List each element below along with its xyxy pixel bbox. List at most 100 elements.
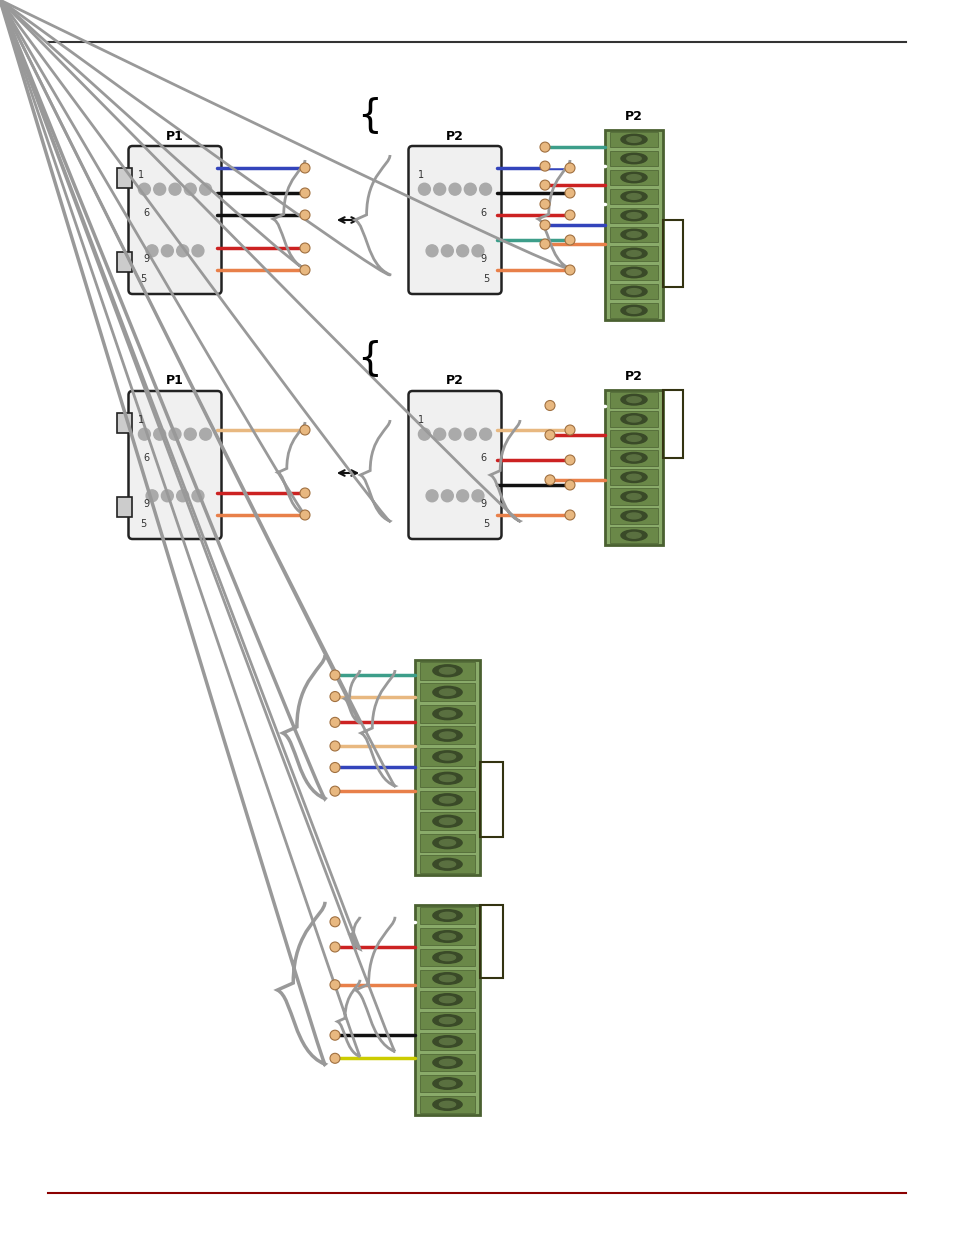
Ellipse shape — [433, 730, 461, 741]
FancyBboxPatch shape — [408, 391, 501, 538]
Bar — [117, 252, 132, 272]
Bar — [609, 469, 658, 485]
Ellipse shape — [620, 135, 646, 144]
Circle shape — [449, 429, 460, 440]
Ellipse shape — [439, 689, 456, 695]
Circle shape — [192, 245, 204, 257]
Ellipse shape — [620, 414, 646, 425]
Ellipse shape — [626, 532, 640, 538]
Circle shape — [564, 235, 575, 245]
Bar — [419, 1095, 475, 1113]
Ellipse shape — [433, 931, 461, 942]
Text: 5: 5 — [483, 519, 489, 529]
Circle shape — [539, 180, 550, 190]
Text: P2: P2 — [446, 130, 463, 142]
Ellipse shape — [433, 687, 461, 698]
Text: P1: P1 — [166, 374, 184, 388]
Bar — [117, 168, 132, 188]
Circle shape — [479, 183, 491, 195]
Ellipse shape — [626, 416, 640, 422]
Ellipse shape — [433, 1057, 461, 1068]
Ellipse shape — [620, 433, 646, 443]
Ellipse shape — [620, 530, 646, 541]
Bar — [419, 683, 475, 701]
Circle shape — [199, 429, 212, 440]
Bar — [479, 905, 502, 978]
Bar — [609, 284, 658, 299]
Bar — [609, 411, 658, 427]
Circle shape — [299, 510, 310, 520]
Circle shape — [539, 199, 550, 209]
Ellipse shape — [433, 1099, 461, 1110]
Circle shape — [472, 490, 483, 501]
Ellipse shape — [626, 194, 640, 199]
Ellipse shape — [433, 858, 461, 871]
Ellipse shape — [626, 474, 640, 480]
Circle shape — [564, 510, 575, 520]
Ellipse shape — [626, 436, 640, 441]
Bar — [419, 990, 475, 1008]
Bar — [419, 855, 475, 873]
FancyBboxPatch shape — [129, 391, 221, 538]
Bar — [419, 1074, 475, 1092]
Circle shape — [161, 245, 173, 257]
Ellipse shape — [439, 955, 456, 961]
Ellipse shape — [439, 1102, 456, 1108]
Circle shape — [544, 430, 555, 440]
Bar — [604, 130, 662, 320]
Circle shape — [539, 161, 550, 172]
Ellipse shape — [433, 973, 461, 984]
Ellipse shape — [433, 772, 461, 784]
Ellipse shape — [620, 153, 646, 164]
Circle shape — [564, 266, 575, 275]
Ellipse shape — [439, 797, 456, 803]
Text: 1: 1 — [138, 170, 145, 180]
Ellipse shape — [433, 910, 461, 921]
Bar — [609, 303, 658, 319]
Ellipse shape — [439, 913, 456, 919]
Circle shape — [299, 188, 310, 198]
Circle shape — [330, 1030, 339, 1040]
Circle shape — [184, 429, 196, 440]
Bar — [419, 927, 475, 945]
Ellipse shape — [620, 191, 646, 201]
Bar — [419, 948, 475, 966]
Circle shape — [146, 245, 158, 257]
Text: 5: 5 — [140, 519, 147, 529]
Circle shape — [138, 183, 151, 195]
Bar — [415, 905, 479, 1115]
Ellipse shape — [439, 861, 456, 867]
Circle shape — [330, 718, 339, 727]
Ellipse shape — [626, 269, 640, 275]
Bar — [662, 390, 682, 458]
Circle shape — [456, 245, 468, 257]
Circle shape — [564, 210, 575, 220]
Circle shape — [434, 429, 445, 440]
Circle shape — [539, 220, 550, 230]
Bar — [419, 790, 475, 809]
Ellipse shape — [439, 753, 456, 760]
Ellipse shape — [433, 1078, 461, 1089]
Bar — [609, 527, 658, 543]
Text: P2: P2 — [624, 369, 642, 383]
Ellipse shape — [620, 510, 646, 521]
Circle shape — [184, 183, 196, 195]
Circle shape — [426, 245, 437, 257]
Bar — [662, 220, 682, 287]
Bar — [609, 169, 658, 185]
Circle shape — [330, 692, 339, 701]
Circle shape — [299, 488, 310, 498]
Ellipse shape — [433, 837, 461, 848]
Circle shape — [456, 490, 468, 501]
Bar — [117, 498, 132, 516]
Ellipse shape — [439, 776, 456, 782]
Bar — [609, 151, 658, 167]
Bar — [609, 508, 658, 524]
Ellipse shape — [433, 794, 461, 805]
Bar — [604, 390, 662, 545]
Circle shape — [169, 183, 181, 195]
Ellipse shape — [620, 452, 646, 463]
Ellipse shape — [626, 212, 640, 219]
Circle shape — [564, 188, 575, 198]
Circle shape — [330, 916, 339, 926]
